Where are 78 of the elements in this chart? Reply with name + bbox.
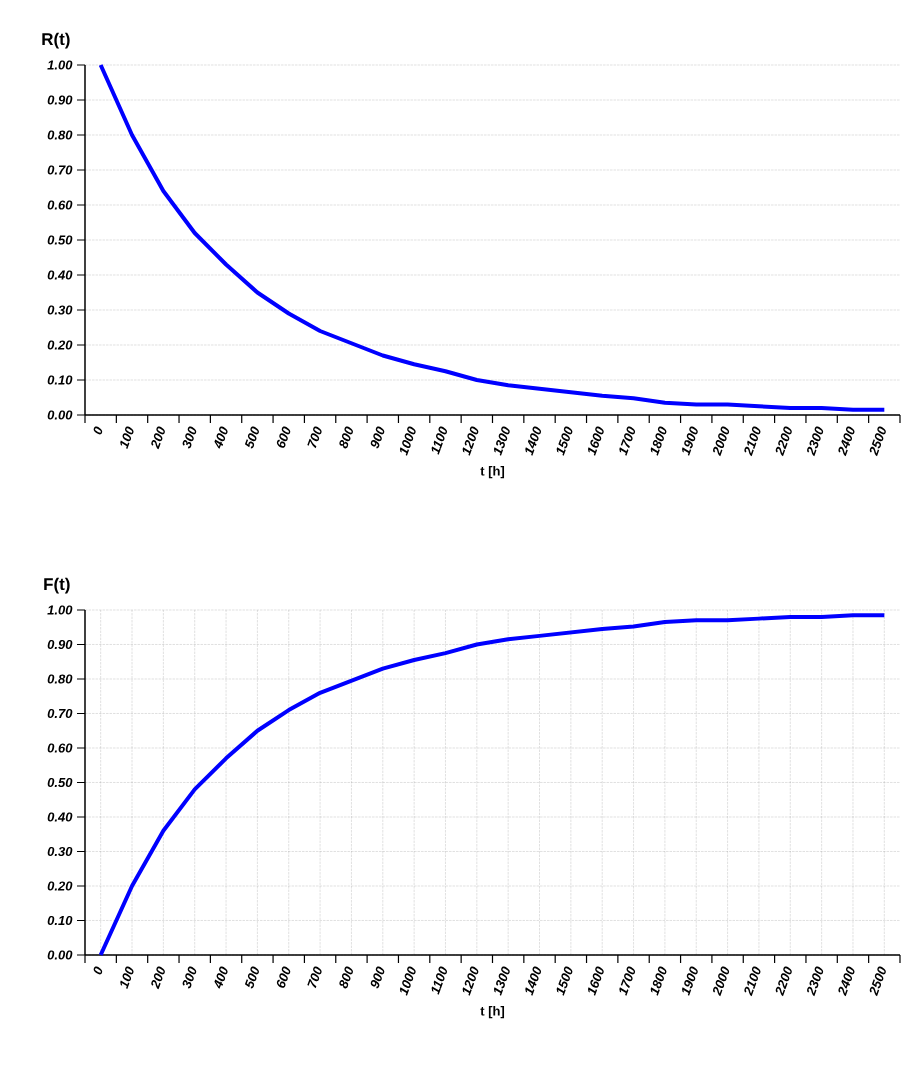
y-tick-label: 0.50 [47,235,73,245]
x-tick-label: 200 [151,966,165,990]
x-tick-label: 1900 [682,426,698,456]
x-tick-label: 300 [182,966,197,989]
x-tick-label: 900 [370,966,385,989]
y-tick-label: 0.20 [47,881,73,891]
x-tick-label: 700 [307,426,322,449]
x-tick-label: 1000 [399,966,416,996]
y-tick-label: 0.00 [47,950,73,960]
x-tick-label: 2500 [869,426,886,457]
y-tick-label: 0.60 [47,743,73,753]
x-tick-label: 1300 [493,426,510,456]
x-tick-label: 1600 [588,966,604,996]
y-tick-label: 0.70 [47,708,73,719]
x-tick-label: 1900 [682,966,698,996]
y-tick-label: 0.60 [47,200,73,210]
x-tick-label: 2000 [713,966,730,997]
x-tick-label: 1500 [556,426,573,456]
x-tick-label: 1200 [462,966,479,996]
y-tick-label: 0.30 [47,846,73,857]
x-tick-label: 600 [276,426,291,448]
x-tick-label: 2400 [838,426,855,457]
x-axis-title: t [h] [480,466,505,479]
y-axis-title: F(t) [44,577,70,594]
y-tick-label: 0.80 [47,130,73,140]
x-tick-label: 100 [120,426,134,449]
x-tick-label: 2200 [775,426,792,457]
x-tick-label: 400 [214,966,228,989]
y-tick-label: 0.90 [47,639,73,650]
x-tick-label: 0 [93,966,103,975]
y-tick-label: 0.80 [47,674,73,684]
x-tick-label: 1800 [650,966,667,996]
y-tick-label: 0.00 [47,410,73,420]
y-tick-label: 1.00 [47,60,73,70]
x-tick-label: 1400 [525,426,542,456]
y-tick-label: 0.40 [47,812,73,822]
x-tick-label: 1200 [462,426,479,456]
x-tick-label: 100 [120,966,134,989]
y-tick-label: 0.50 [47,777,73,788]
x-tick-label: 600 [276,966,291,988]
x-tick-label: 2200 [775,966,792,997]
y-tick-label: 1.00 [47,605,73,615]
x-tick-label: 300 [182,426,197,449]
x-tick-label: 1300 [493,966,510,996]
y-tick-label: 0.30 [47,305,73,315]
x-tick-label: 1400 [525,966,542,996]
x-axis-title: t [h] [480,1006,505,1019]
y-tick-label: 0.10 [47,915,73,926]
x-tick-label: 500 [244,966,259,989]
x-tick-label: 2100 [744,966,761,997]
x-tick-label: 500 [244,426,259,449]
x-tick-label: 2000 [713,426,730,457]
y-tick-label: 0.70 [47,165,73,175]
y-tick-label: 0.20 [47,340,73,350]
x-tick-label: 200 [151,426,165,450]
x-tick-label: 800 [339,966,353,989]
x-tick-label: 1500 [556,966,573,996]
x-tick-label: 1000 [399,426,416,456]
x-tick-label: 1100 [431,966,448,995]
y-tick-label: 0.90 [47,95,73,105]
x-tick-label: 1600 [588,426,604,456]
y-tick-label: 0.40 [47,270,73,280]
y-axis-title: R(t) [42,32,70,49]
x-tick-label: 700 [307,966,322,989]
x-tick-label: 900 [370,426,385,449]
x-tick-label: 2400 [838,966,855,997]
x-tick-label: 400 [214,426,228,449]
x-tick-label: 1700 [619,966,636,996]
x-tick-label: 1800 [650,426,667,456]
x-tick-label: 2100 [744,426,761,457]
x-tick-label: 0 [93,426,103,435]
x-tick-label: 1700 [619,426,636,456]
y-tick-label: 0.10 [47,375,73,385]
x-tick-label: 2300 [807,426,824,457]
x-tick-label: 800 [339,426,353,449]
x-tick-label: 1100 [431,426,448,455]
x-tick-label: 2500 [869,966,886,997]
x-tick-label: 2300 [807,966,824,997]
